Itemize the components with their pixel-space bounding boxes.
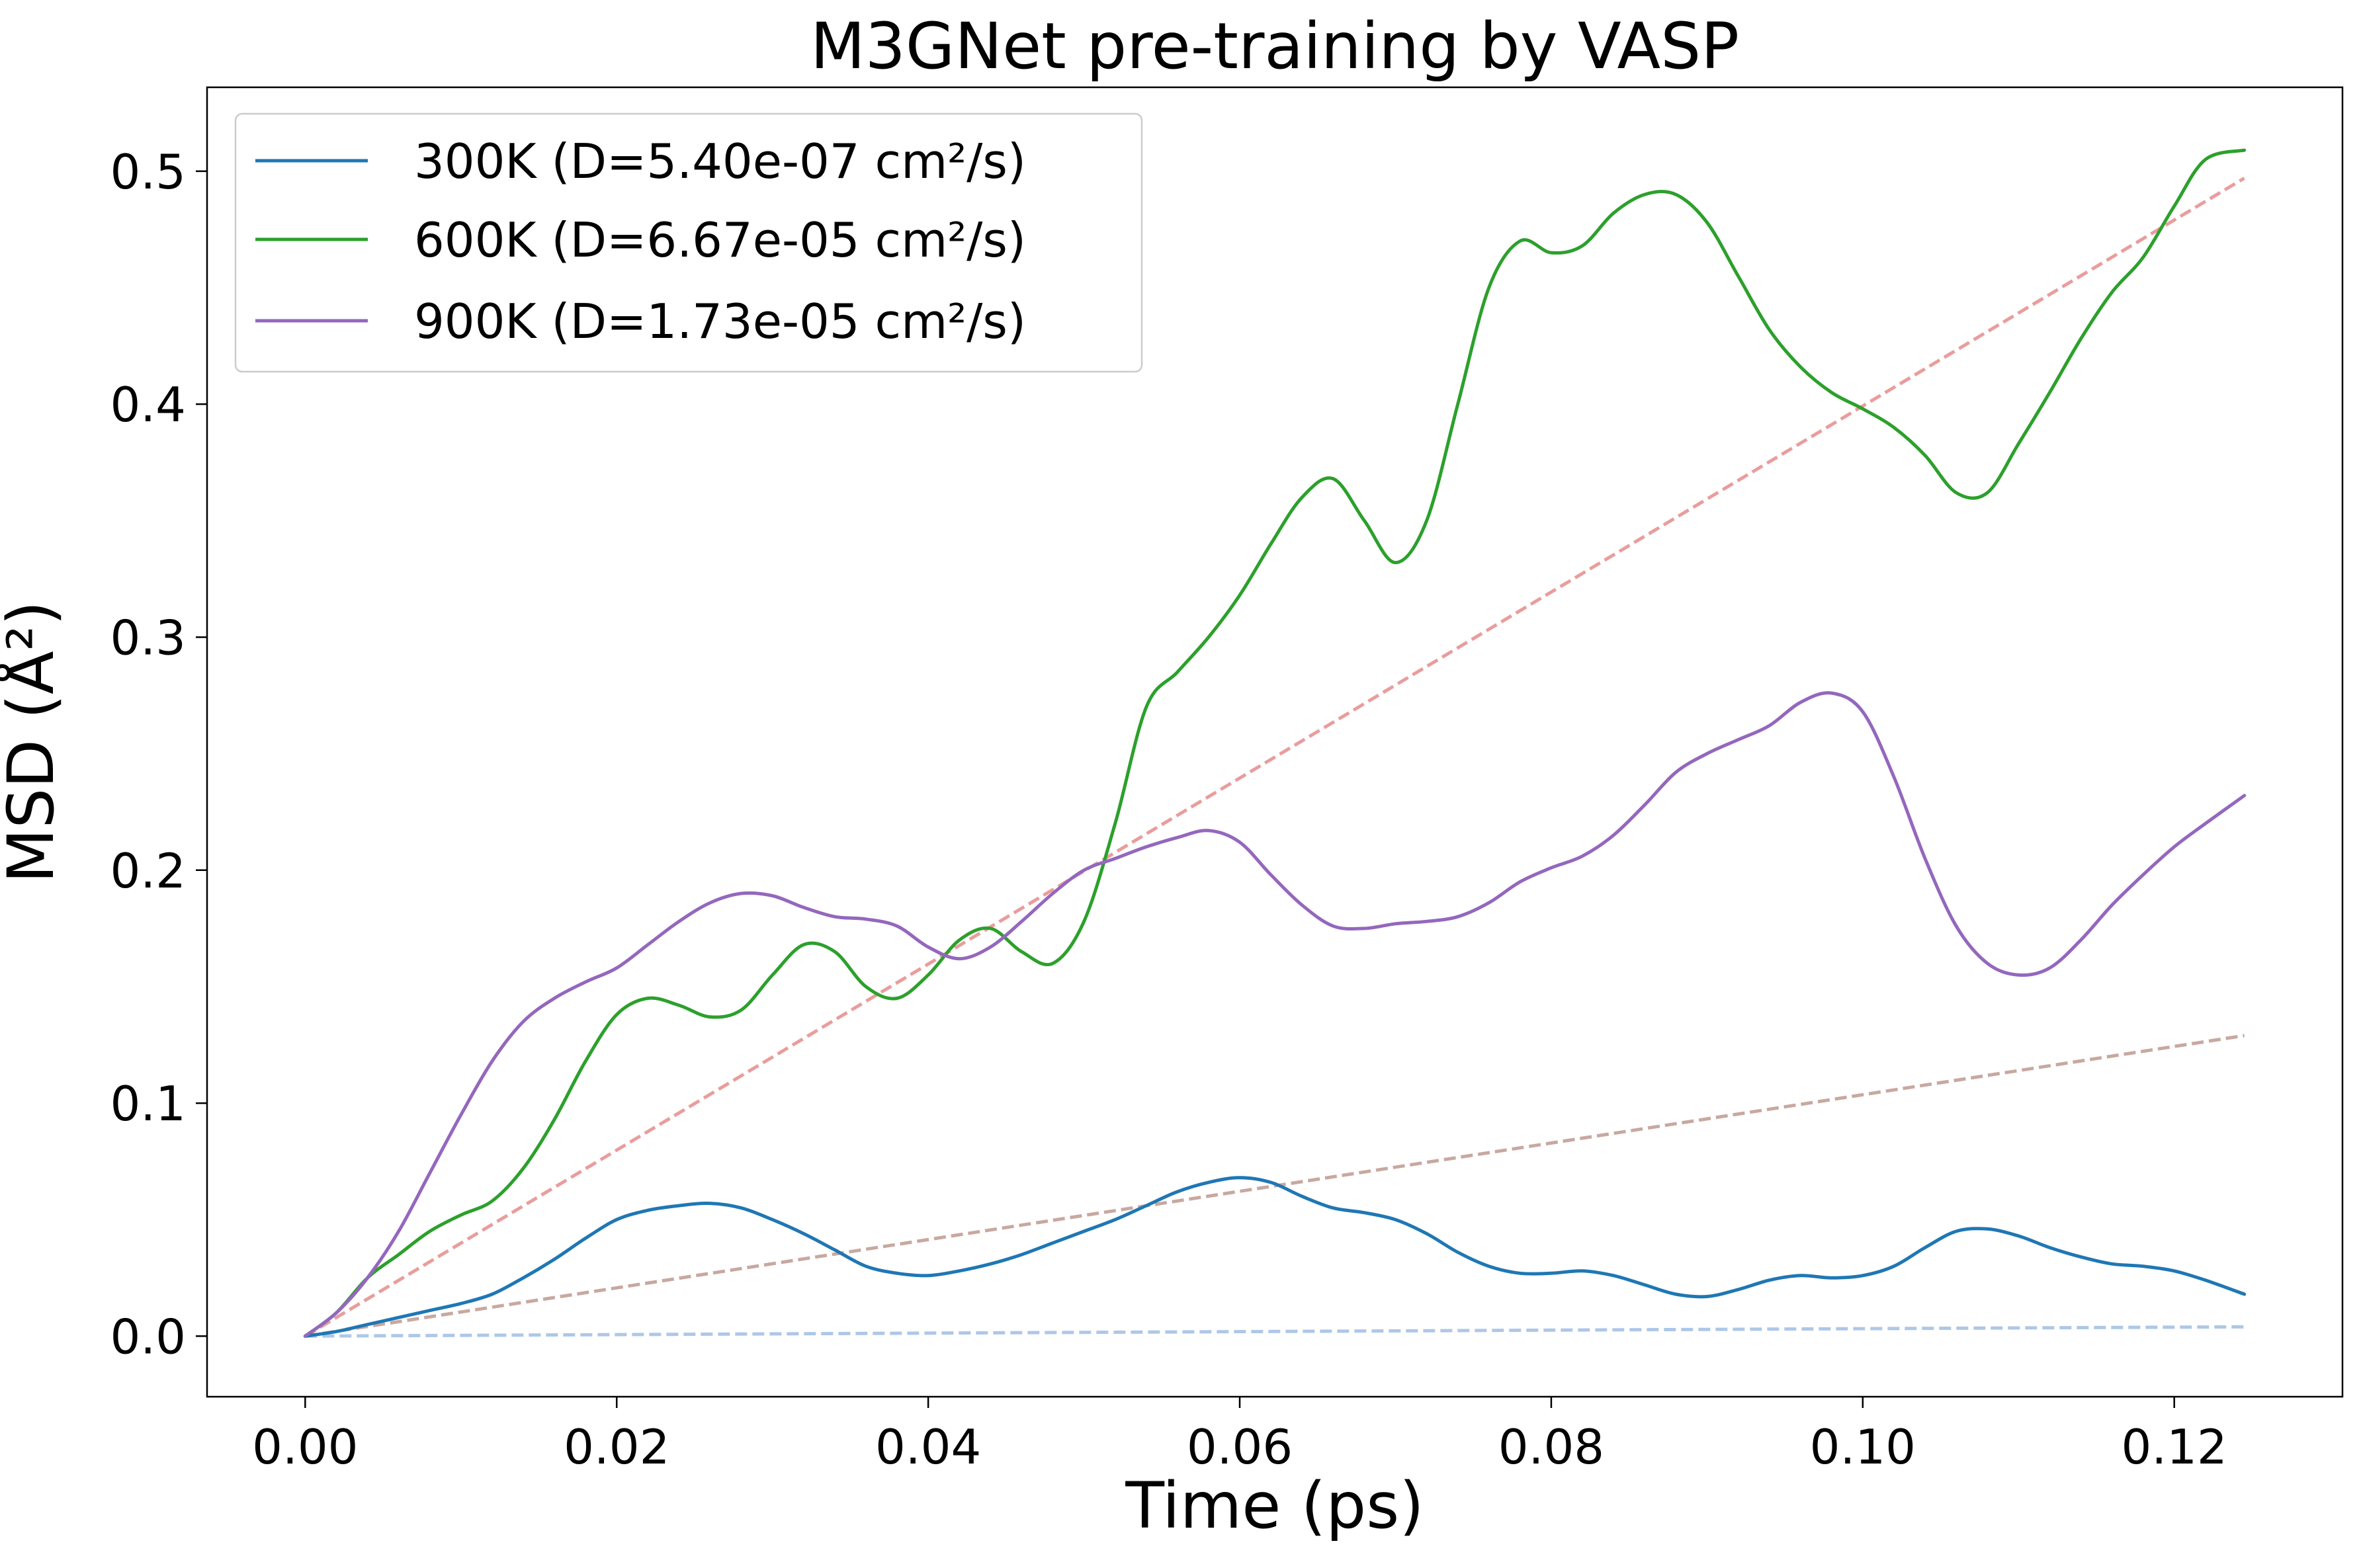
x-axis: 0.00 0.02 0.04 0.06 0.08 0.10 0.12 (252, 1397, 2227, 1475)
series-line-1 (303, 148, 2247, 1338)
x-axis-label: Time (ps) (1125, 1469, 1424, 1543)
fit-line-0 (305, 1325, 2245, 1338)
y-tick-label: 0.3 (110, 610, 186, 665)
y-tick-label: 0.1 (110, 1076, 186, 1132)
y-tick-label: 0.2 (110, 843, 186, 899)
x-tick-label: 0.08 (1498, 1419, 1604, 1475)
fit-line-2 (304, 1034, 2245, 1338)
legend-box (234, 112, 1143, 373)
series-line-0 (303, 1176, 2247, 1338)
chart-title: M3GNet pre-training by VASP (810, 9, 1739, 83)
plot-marks (303, 148, 2247, 1338)
x-tick-label: 0.00 (252, 1419, 358, 1475)
x-tick-label: 0.06 (1187, 1419, 1293, 1475)
x-tick-label: 0.02 (564, 1419, 669, 1475)
y-tick-label: 0.0 (110, 1309, 186, 1364)
y-axis: 0.0 0.1 0.2 0.3 0.4 0.5 (110, 144, 207, 1364)
x-tick-label: 0.04 (875, 1419, 981, 1475)
y-axis-label: MSD (Å²) (0, 600, 68, 883)
x-tick-label: 0.12 (2122, 1419, 2227, 1475)
legend-label-900k: 900K (D=1.73e-05 cm²/s) (414, 294, 1026, 349)
legend: 300K (D=5.40e-07 cm²/s) 600K (D=6.67e-05… (234, 112, 1143, 373)
fit-line-1 (304, 177, 2245, 1338)
x-tick-label: 0.10 (1810, 1419, 1916, 1475)
legend-label-300k: 300K (D=5.40e-07 cm²/s) (414, 134, 1026, 189)
plot-frame (206, 86, 2344, 1398)
series-line-2 (303, 691, 2247, 1338)
y-tick-label: 0.5 (110, 144, 186, 200)
y-tick-label: 0.4 (110, 377, 186, 433)
legend-label-600k: 600K (D=6.67e-05 cm²/s) (414, 212, 1026, 268)
